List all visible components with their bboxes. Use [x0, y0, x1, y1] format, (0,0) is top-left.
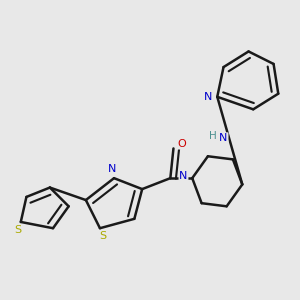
Text: O: O [177, 139, 186, 149]
Text: S: S [100, 231, 106, 241]
Text: S: S [14, 225, 21, 235]
Text: N: N [204, 92, 212, 102]
Text: H: H [209, 131, 216, 141]
Text: N: N [219, 133, 228, 143]
Text: N: N [179, 171, 188, 181]
Text: N: N [108, 164, 117, 174]
